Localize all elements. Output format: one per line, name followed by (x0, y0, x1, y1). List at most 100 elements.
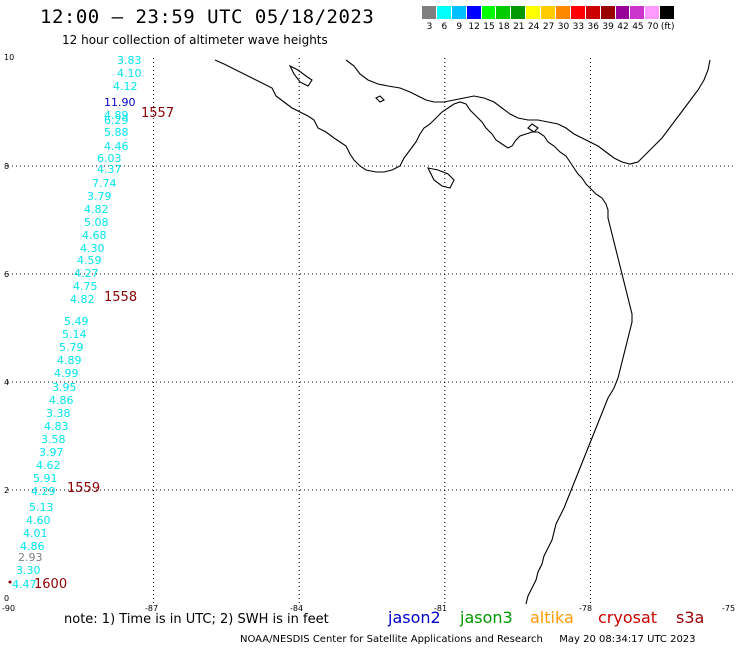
wave-height-label: 4.82 (84, 203, 109, 216)
x-label-neg81: -81 (434, 604, 448, 613)
wave-height-label: 4.27 (74, 267, 99, 280)
legend-jason3: jason3 (460, 608, 513, 627)
scale-label-3: 12 (468, 22, 480, 32)
scale-label-9: 30 (557, 22, 570, 32)
wave-height-label: 6.03 (97, 152, 122, 165)
wave-height-label: 3.38 (46, 407, 71, 420)
color-scale-labels: 3 6 9 12 15 18 21 24 27 30 33 36 39 42 45 70 (ft) (422, 22, 675, 32)
wave-height-label: 3.79 (87, 190, 112, 203)
page-title: 12:00 – 23:59 UTC 05/18/2023 (40, 6, 375, 28)
scale-label-14: 45 (632, 22, 644, 32)
x-label-neg78: -78 (579, 604, 593, 613)
scale-swatch-13 (615, 6, 631, 19)
wave-height-label: 4.82 (70, 293, 95, 306)
scale-swatch-15 (645, 6, 661, 19)
wave-height-label: 7.74 (92, 177, 117, 190)
y-label-6: 6 (4, 270, 10, 279)
x-label-neg75: -75 (722, 604, 736, 613)
scale-swatch-8 (541, 6, 557, 19)
wave-height-label: 4.12 (113, 80, 138, 93)
wave-height-label: 4.68 (82, 229, 107, 242)
footer-credit: NOAA/NESDIS Center for Satellite Applica… (240, 634, 696, 645)
wave-height-label: 4.89 (57, 354, 82, 367)
scale-label-12: 39 (602, 22, 614, 32)
wave-height-label: 4.47 (12, 578, 37, 591)
scale-swatch-14 (630, 6, 646, 19)
wave-height-label: 11.90 (104, 96, 136, 109)
wave-height-label: 5.14 (62, 328, 87, 341)
scale-label-1: 6 (441, 22, 448, 32)
x-label-neg84: -84 (290, 604, 304, 613)
wave-height-label: 5.91 (33, 472, 58, 485)
wave-height-label: 4.29 (31, 485, 56, 498)
scale-swatch-5 (496, 6, 512, 19)
scale-label-5: 18 (498, 22, 510, 32)
legend-s3a: s3a (676, 608, 705, 627)
wave-height-label: 4.75 (73, 280, 98, 293)
wave-height-label: 5.08 (84, 216, 109, 229)
scale-swatch-10 (570, 6, 586, 19)
wave-height-label: 4.60 (26, 514, 51, 527)
scale-swatch-1 (436, 6, 452, 19)
wave-height-label: 3.95 (52, 381, 77, 394)
scale-swatch-7 (526, 6, 542, 19)
scale-label-2: 9 (456, 22, 463, 32)
y-label-4: 4 (4, 378, 10, 387)
scale-swatch-9 (556, 6, 571, 19)
scale-label-4: 15 (483, 22, 495, 32)
y-label-10: 10 (4, 53, 15, 62)
legend-cryosat: cryosat (598, 608, 658, 627)
graticule (8, 58, 736, 606)
y-label-0: 0 (4, 594, 10, 603)
pass-marker-dot (8, 580, 12, 584)
wave-height-label: 4.99 (54, 367, 79, 380)
color-scale (422, 6, 676, 19)
wave-height-label: 4.30 (80, 242, 105, 255)
scale-label-7: 24 (527, 22, 540, 32)
scale-swatch-12 (600, 6, 616, 19)
pass-label-1559: 1559 (67, 481, 101, 496)
wave-height-label: 4.01 (23, 527, 48, 540)
wave-height-label: 3.83 (117, 54, 142, 67)
scale-label-13: 42 (617, 22, 629, 32)
wave-height-label: 4.62 (36, 459, 61, 472)
wave-height-label: 4.46 (104, 140, 129, 153)
legend-jason2: jason2 (388, 608, 441, 627)
wave-height-label: 2.93 (18, 551, 43, 564)
units-note: note: 1) Time is in UTC; 2) SWH is in fe… (64, 612, 329, 627)
wave-height-label: 4.37 (97, 163, 122, 176)
scale-label-16: (ft) (660, 22, 675, 32)
wave-height-label: 3.58 (41, 433, 66, 446)
page-subtitle: 12 hour collection of altimeter wave hei… (62, 33, 328, 47)
pass-markers (8, 580, 12, 584)
wave-height-label: 4.10 (117, 67, 142, 80)
wave-height-label: 5.13 (29, 501, 54, 514)
pass-label-1557: 1557 (141, 106, 175, 121)
scale-swatch-16 (660, 6, 676, 19)
y-label-2: 2 (4, 486, 10, 495)
generation-timestamp: May 20 08:34:17 UTC 2023 (559, 634, 696, 645)
wave-height-label: 4.83 (44, 420, 69, 433)
wave-height-label: 4.86 (49, 394, 74, 407)
scale-label-0: 3 (426, 22, 433, 32)
scale-swatch-2 (451, 6, 467, 19)
scale-swatch-0 (422, 6, 437, 19)
scale-label-6: 21 (513, 22, 525, 32)
wave-height-label: 4.86 (20, 540, 45, 553)
legend-altika: altika (530, 608, 574, 627)
wave-height-label: 3.97 (39, 446, 64, 459)
wave-height-label: 4.89 (104, 109, 129, 122)
scale-swatch-11 (585, 6, 601, 19)
x-label-neg90: -90 (2, 604, 16, 613)
scale-label-10: 33 (572, 22, 585, 32)
scale-swatch-6 (511, 6, 527, 19)
scale-label-8: 27 (542, 22, 555, 32)
wave-height-label: 3.30 (16, 564, 41, 577)
y-label-8: 8 (4, 162, 10, 171)
wave-height-label: 5.49 (64, 315, 89, 328)
wave-height-label: 6.29 (104, 114, 129, 127)
map-area[interactable] (8, 58, 736, 606)
wave-height-label: 5.79 (59, 341, 84, 354)
x-label-neg87: -87 (145, 604, 159, 613)
coastline (214, 59, 711, 605)
